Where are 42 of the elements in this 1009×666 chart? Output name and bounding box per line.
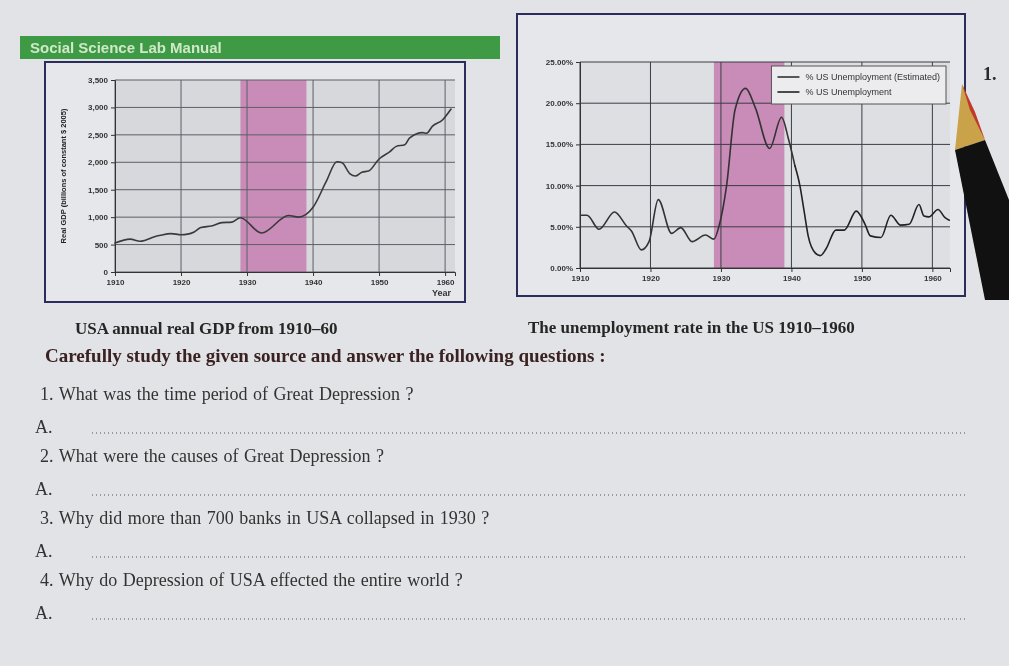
x-axis-title: Year — [431, 288, 452, 298]
y-tick-label: 0.00% — [550, 264, 573, 274]
y-tick-label: 3,000 — [87, 103, 109, 113]
text: 1. What was the time period of Great Depression ? — [40, 384, 414, 404]
text: 2. What were the causes of Great Depression ? — [40, 446, 385, 466]
y-tick-label: 1,500 — [87, 185, 109, 195]
x-tick-label: 1940 — [783, 273, 802, 283]
text: A. — [35, 603, 53, 623]
y-tick-label: 20.00% — [545, 99, 573, 109]
text: A. — [35, 541, 53, 561]
x-tick-label: 1920 — [642, 273, 661, 283]
text: Carefully study the given source and answer the following questions : — [45, 345, 606, 366]
x-tick-label: 1920 — [172, 277, 191, 287]
text: 1. — [983, 64, 997, 84]
y-tick-label: 1,000 — [87, 213, 109, 223]
y-tick-label: 0 — [103, 268, 109, 278]
x-tick-label: 1950 — [370, 277, 390, 287]
y-tick-label: 15.00% — [545, 140, 573, 150]
x-tick-label: 1910 — [571, 273, 590, 283]
y-tick-label: 500 — [94, 240, 109, 250]
text: A. — [35, 479, 53, 499]
x-tick-label: 1930 — [712, 273, 731, 283]
y-tick-label: 10.00% — [545, 181, 573, 191]
text: A. — [35, 417, 53, 437]
text: 4. Why do Depression of USA effected the entire world ? — [40, 570, 463, 590]
x-tick-label: 1960 — [436, 277, 456, 287]
y-tick-label: 5.00% — [550, 222, 573, 232]
y-tick-label: 2,500 — [87, 130, 109, 140]
y-tick-label: 3,500 — [87, 76, 109, 86]
x-tick-label: 1930 — [238, 277, 257, 287]
x-tick-label: 1950 — [853, 273, 872, 283]
text: The unemployment rate in the US 1910–1960 — [528, 318, 855, 337]
legend-label: % US Unemployment (Estimated) — [805, 72, 940, 82]
x-tick-label: 1960 — [923, 273, 943, 283]
x-tick-label: 1910 — [106, 277, 125, 287]
x-tick-label: 1940 — [304, 277, 324, 287]
text: Social Science Lab Manual — [30, 39, 222, 56]
y-tick-label: 25.00% — [545, 58, 573, 68]
y-tick-label: 2,000 — [87, 158, 109, 168]
legend-label: % US Unemployment — [805, 87, 892, 97]
text: 3. Why did more than 700 banks in USA collapsed in 1930 ? — [40, 508, 490, 528]
text: USA annual real GDP from 1910–60 — [75, 319, 338, 338]
